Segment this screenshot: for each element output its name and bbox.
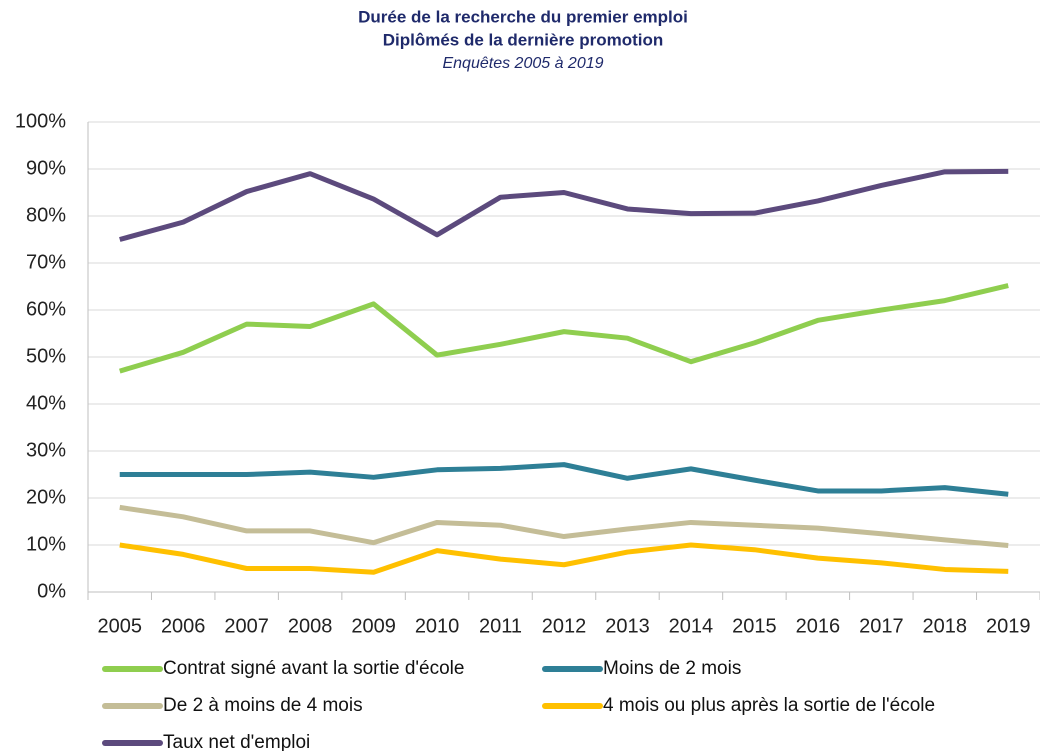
y-tick-label: 50% bbox=[26, 345, 66, 367]
x-tick-label: 2019 bbox=[986, 615, 1031, 637]
x-tick-label: 2009 bbox=[351, 615, 396, 637]
y-tick-label: 20% bbox=[26, 486, 66, 508]
x-tick-label: 2016 bbox=[796, 615, 841, 637]
series-line bbox=[119, 542, 1009, 575]
y-tick-label: 40% bbox=[26, 392, 66, 414]
series-line bbox=[119, 283, 1009, 374]
x-tick-label: 2014 bbox=[669, 615, 714, 637]
y-tick-label: 80% bbox=[26, 204, 66, 226]
series-line bbox=[119, 504, 1009, 548]
x-tick-label: 2015 bbox=[732, 615, 777, 637]
x-tick-label: 2005 bbox=[97, 615, 142, 637]
legend-label: Contrat signé avant la sortie d'école bbox=[163, 658, 464, 679]
legend-label: Moins de 2 mois bbox=[603, 658, 741, 679]
y-tick-label: 60% bbox=[26, 298, 66, 320]
x-tick-label: 2011 bbox=[479, 615, 522, 637]
y-tick-label: 90% bbox=[26, 157, 66, 179]
x-tick-label: 2012 bbox=[542, 615, 587, 637]
x-tick-label: 2006 bbox=[161, 615, 206, 637]
x-tick-label: 2010 bbox=[415, 615, 460, 637]
legend-label: 4 mois ou plus après la sortie de l'écol… bbox=[603, 695, 935, 716]
y-tick-label: 30% bbox=[26, 439, 66, 461]
x-tick-label: 2018 bbox=[923, 615, 968, 637]
x-tick-label: 2008 bbox=[288, 615, 333, 637]
chart-title: Diplômés de la dernière promotion bbox=[383, 30, 664, 49]
y-tick-label: 0% bbox=[37, 580, 66, 602]
x-tick-label: 2017 bbox=[859, 615, 904, 637]
series-line bbox=[119, 462, 1009, 497]
chart-title: Durée de la recherche du premier emploi bbox=[358, 7, 688, 26]
legend-label: De 2 à moins de 4 mois bbox=[163, 695, 363, 716]
y-tick-label: 70% bbox=[26, 251, 66, 273]
legend-label: Taux net d'emploi bbox=[163, 732, 310, 751]
x-tick-label: 2007 bbox=[224, 615, 269, 637]
series-line bbox=[119, 168, 1009, 242]
y-tick-label: 10% bbox=[26, 533, 66, 555]
chart-subtitle: Enquêtes 2005 à 2019 bbox=[442, 55, 603, 72]
x-tick-label: 2013 bbox=[605, 615, 650, 637]
y-tick-label: 100% bbox=[15, 110, 66, 132]
